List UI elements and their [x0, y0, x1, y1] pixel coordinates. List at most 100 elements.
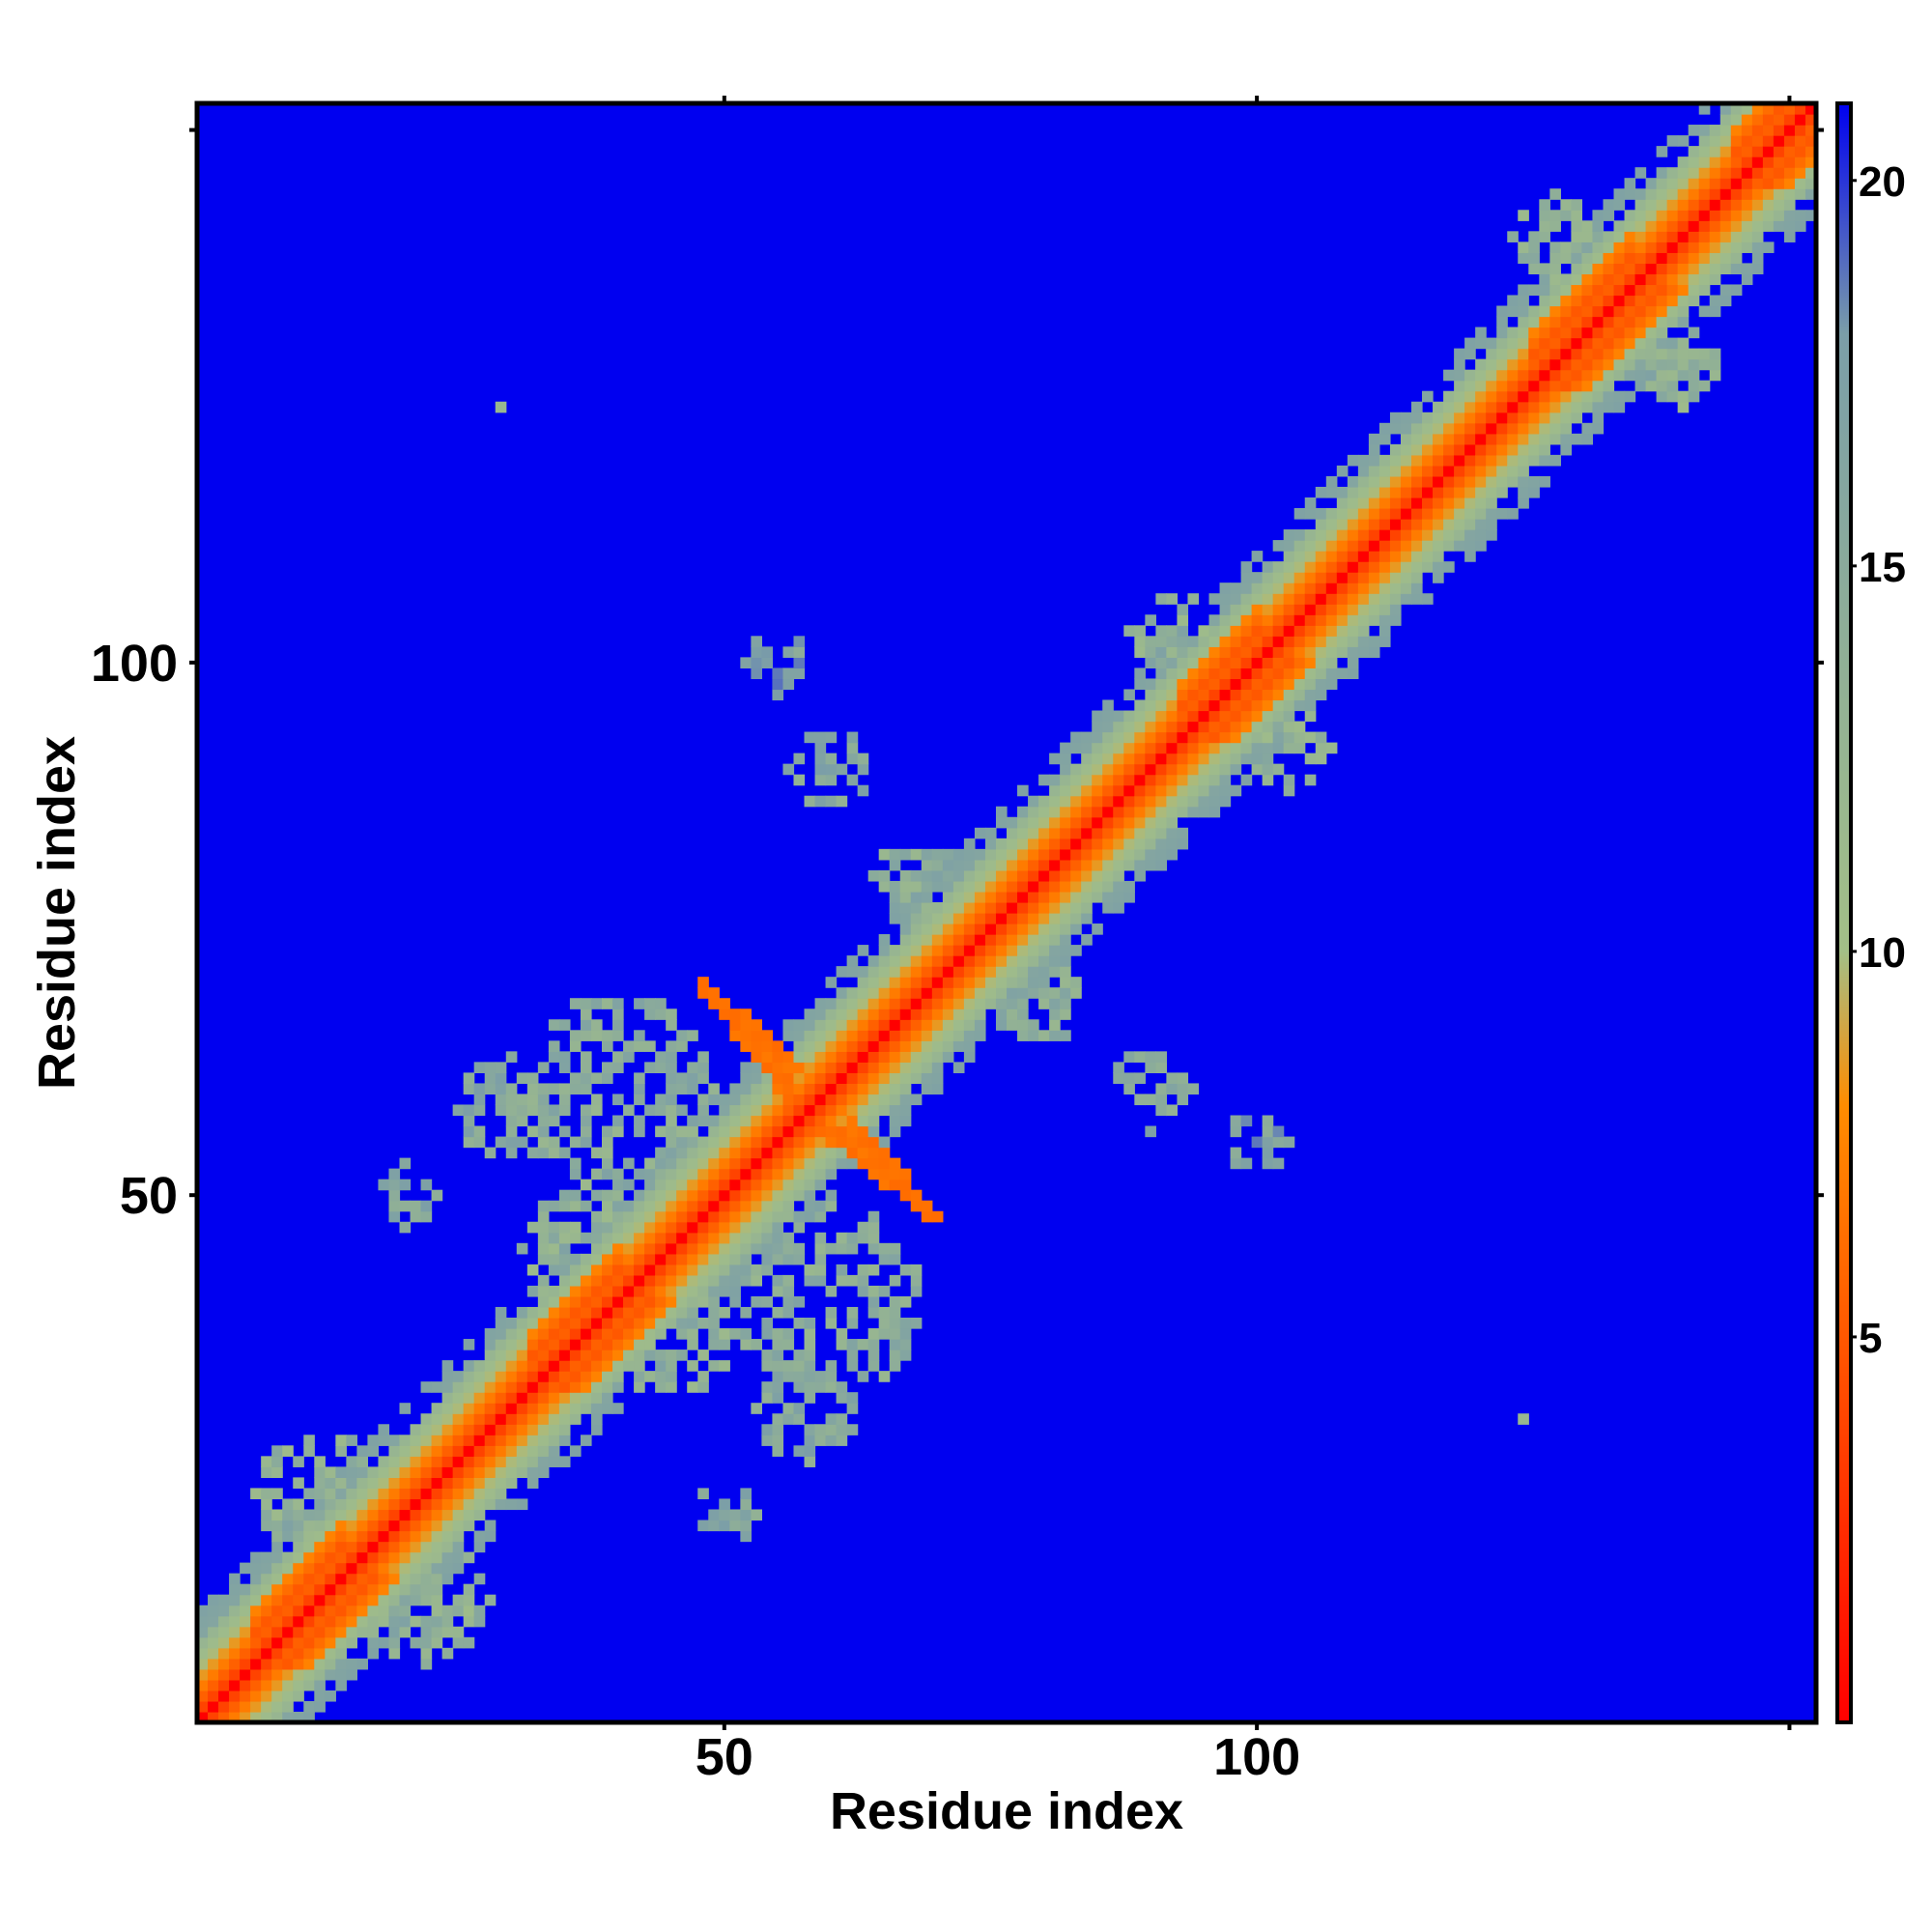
heatmap-cell	[612, 1232, 624, 1244]
heatmap-cell	[484, 1339, 497, 1350]
heatmap-cell	[708, 1253, 720, 1265]
heatmap-cell	[1368, 572, 1380, 583]
heatmap-cell	[1400, 529, 1412, 541]
heatmap-cell	[1709, 199, 1721, 211]
heatmap-cell	[1688, 273, 1700, 286]
heatmap-cell	[1315, 572, 1327, 583]
heatmap-cell	[208, 1605, 219, 1617]
heatmap-cell	[1166, 816, 1179, 829]
heatmap-cell	[772, 1328, 784, 1340]
heatmap-cell	[602, 1360, 613, 1372]
heatmap-cells	[197, 103, 1817, 1723]
heatmap-cell	[420, 1445, 433, 1457]
heatmap-cell	[1507, 327, 1519, 339]
heatmap-cell	[452, 1466, 465, 1478]
heatmap-cell	[1315, 593, 1327, 605]
heatmap-cell	[910, 901, 923, 914]
heatmap-cell	[751, 1264, 762, 1276]
heatmap-cell	[1518, 369, 1529, 382]
heatmap-cell	[335, 1466, 347, 1478]
heatmap-cell	[984, 955, 997, 967]
heatmap-cell	[473, 1413, 486, 1425]
heatmap-cell	[271, 1551, 283, 1564]
heatmap-cell	[1709, 156, 1721, 168]
heatmap-cell	[431, 1551, 443, 1564]
heatmap-cell	[1804, 125, 1817, 136]
heatmap-cell	[878, 1285, 891, 1297]
heatmap-cell	[473, 1509, 486, 1521]
heatmap-cell	[1411, 475, 1423, 488]
heatmap-cell	[1155, 784, 1167, 797]
heatmap-cell	[1677, 390, 1690, 403]
heatmap-cell	[612, 1285, 624, 1297]
heatmap-cell	[634, 1242, 645, 1255]
heatmap-cell	[612, 1062, 624, 1073]
heatmap-cell	[1177, 1072, 1189, 1085]
heatmap-cell	[282, 1626, 294, 1638]
heatmap-cell	[1017, 891, 1029, 903]
heatmap-cell	[772, 1072, 784, 1085]
heatmap-cell	[1262, 657, 1274, 668]
heatmap-cell	[548, 1445, 560, 1457]
heatmap-cell	[1539, 443, 1550, 456]
heatmap-cell	[612, 1179, 624, 1191]
heatmap-cell	[867, 1157, 880, 1170]
heatmap-cell	[1166, 838, 1179, 850]
heatmap-cell	[782, 1072, 795, 1085]
heatmap-cell	[378, 1488, 390, 1500]
heatmap-cell	[1378, 529, 1391, 541]
heatmap-cell	[995, 977, 1008, 988]
heatmap-cell	[1060, 859, 1071, 871]
heatmap-cell	[1741, 135, 1753, 147]
heatmap-cell	[644, 1274, 656, 1287]
heatmap-cell	[793, 753, 806, 765]
heatmap-cell	[814, 1115, 827, 1127]
heatmap-cell	[878, 1051, 891, 1063]
heatmap-cell	[1315, 646, 1327, 658]
heatmap-cell	[1134, 763, 1146, 776]
heatmap-cell	[1549, 348, 1561, 360]
heatmap-cell	[825, 1189, 838, 1202]
heatmap-cell	[250, 1488, 262, 1500]
heatmap-cell	[1783, 210, 1796, 221]
heatmap-cell	[1581, 358, 1594, 371]
heatmap-cell	[208, 1668, 219, 1681]
heatmap-cell	[804, 1350, 816, 1361]
heatmap-cell	[1155, 806, 1167, 818]
heatmap-cell	[708, 1509, 720, 1521]
heatmap-cell	[441, 1413, 454, 1425]
heatmap-cell	[1262, 1115, 1274, 1127]
heatmap-cell	[1613, 263, 1626, 275]
heatmap-cell	[484, 1371, 497, 1382]
heatmap-cell	[878, 1104, 891, 1117]
heatmap-cell	[356, 1509, 369, 1521]
heatmap-cell	[634, 1221, 645, 1234]
heatmap-cell	[687, 1072, 698, 1085]
heatmap-cell	[1336, 497, 1349, 509]
heatmap-cell	[1230, 657, 1242, 668]
heatmap-cell	[676, 1274, 688, 1287]
heatmap-cell	[1060, 955, 1071, 967]
heatmap-cell	[548, 1019, 560, 1031]
heatmap-cell	[399, 1551, 412, 1564]
heatmap-cell	[516, 1339, 528, 1350]
heatmap-cell	[1336, 668, 1349, 680]
heatmap-cell	[1123, 1051, 1135, 1063]
heatmap-cell	[782, 1125, 795, 1138]
heatmap-cell	[526, 1125, 539, 1138]
heatmap-cell	[1571, 242, 1583, 253]
heatmap-cell	[1634, 220, 1647, 232]
heatmap-cell	[1134, 678, 1146, 691]
heatmap-cell	[1198, 795, 1210, 808]
heatmap-cell	[314, 1626, 326, 1638]
heatmap-cell	[590, 1242, 603, 1255]
heatmap-cell	[1496, 327, 1508, 339]
heatmap-cell	[1262, 1125, 1274, 1138]
heatmap-cell	[1283, 529, 1295, 541]
heatmap-cell	[1219, 774, 1232, 786]
heatmap-cell	[197, 1647, 209, 1660]
heatmap-cell	[612, 1051, 624, 1063]
heatmap-cell	[1081, 742, 1093, 754]
heatmap-cell	[1634, 337, 1647, 350]
